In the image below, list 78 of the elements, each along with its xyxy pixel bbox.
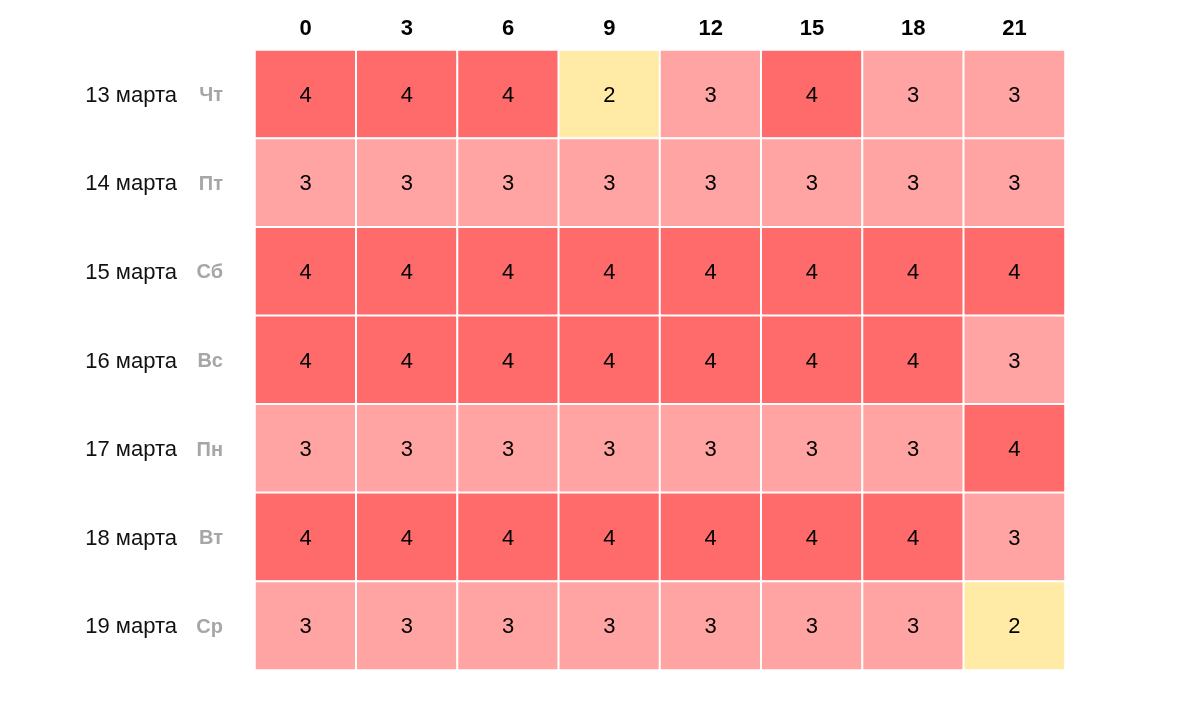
- data-label: 3: [704, 170, 717, 196]
- data-label: 4: [400, 524, 413, 550]
- data-label: 4: [1008, 258, 1021, 284]
- data-label: 4: [502, 81, 515, 107]
- x-tick-label: 3: [400, 14, 413, 40]
- data-label: 3: [907, 170, 920, 196]
- data-label: 4: [299, 524, 312, 550]
- y2-tick-label: Пн: [196, 437, 223, 460]
- y-tick-label: 18 марта: [85, 524, 178, 550]
- data-label: 4: [704, 347, 717, 373]
- data-label: 3: [704, 436, 717, 462]
- x-tick-label: 21: [1002, 14, 1027, 40]
- data-label: 3: [805, 170, 818, 196]
- x-tick-label: 9: [603, 14, 616, 40]
- y2-tick-label: Вт: [199, 526, 224, 549]
- data-label: 3: [704, 81, 717, 107]
- data-label: 3: [299, 436, 312, 462]
- x-tick-label: 18: [900, 14, 926, 40]
- data-label: 3: [603, 170, 616, 196]
- data-label: 4: [502, 258, 515, 284]
- data-label: 4: [400, 258, 413, 284]
- data-label: 3: [400, 613, 413, 639]
- data-label: 4: [805, 258, 818, 284]
- y-tick-label: 16 марта: [85, 347, 178, 373]
- y-tick-label: 13 марта: [85, 81, 178, 107]
- data-label: 3: [907, 81, 920, 107]
- data-label: 4: [704, 524, 717, 550]
- y2-tick-label: Ср: [196, 614, 223, 637]
- y-tick-label: 15 марта: [85, 258, 178, 284]
- y2-tick-label: Пт: [198, 171, 224, 194]
- y-tick-label: 14 марта: [85, 170, 178, 196]
- y2-tick-label: Сб: [196, 260, 223, 283]
- data-label: 4: [907, 347, 920, 373]
- data-label: 3: [400, 436, 413, 462]
- data-label: 3: [1008, 81, 1021, 107]
- data-label: 3: [502, 436, 515, 462]
- data-label: 4: [907, 524, 920, 550]
- data-label: 4: [805, 347, 818, 373]
- data-label: 4: [299, 81, 312, 107]
- data-label: 4: [805, 524, 818, 550]
- y-tick-label: 17 марта: [85, 436, 178, 462]
- data-label: 4: [603, 347, 616, 373]
- data-label: 4: [502, 524, 515, 550]
- data-label: 3: [1008, 524, 1021, 550]
- y-tick-label: 19 марта: [85, 613, 178, 639]
- data-label: 4: [805, 81, 818, 107]
- y2-tick-label: Вс: [197, 349, 223, 371]
- data-label: 4: [603, 524, 616, 550]
- data-label: 3: [805, 436, 818, 462]
- data-label: 3: [704, 613, 717, 639]
- data-label: 3: [502, 613, 515, 639]
- x-tick-label: 6: [502, 14, 515, 40]
- data-label: 3: [1008, 347, 1021, 373]
- data-label: 3: [502, 170, 515, 196]
- data-label: 4: [400, 347, 413, 373]
- data-label: 2: [1008, 613, 1021, 639]
- data-label: 3: [907, 436, 920, 462]
- data-label: 4: [1008, 436, 1021, 462]
- data-label: 3: [805, 613, 818, 639]
- y2-tick-label: Чт: [199, 83, 224, 106]
- data-label: 3: [299, 170, 312, 196]
- data-label: 3: [299, 613, 312, 639]
- data-label: 3: [400, 170, 413, 196]
- data-label: 3: [603, 436, 616, 462]
- data-label: 3: [1008, 170, 1021, 196]
- data-label: 4: [603, 258, 616, 284]
- data-label: 2: [603, 81, 616, 107]
- data-label: 4: [907, 258, 920, 284]
- data-label: 4: [400, 81, 413, 107]
- data-label: 3: [603, 613, 616, 639]
- x-tick-label: 15: [799, 14, 825, 40]
- data-label: 3: [907, 613, 920, 639]
- data-label: 4: [704, 258, 717, 284]
- x-tick-label: 12: [698, 14, 723, 40]
- data-label: 4: [299, 258, 312, 284]
- x-tick-label: 0: [299, 14, 312, 40]
- data-label: 4: [299, 347, 312, 373]
- data-label: 4: [502, 347, 515, 373]
